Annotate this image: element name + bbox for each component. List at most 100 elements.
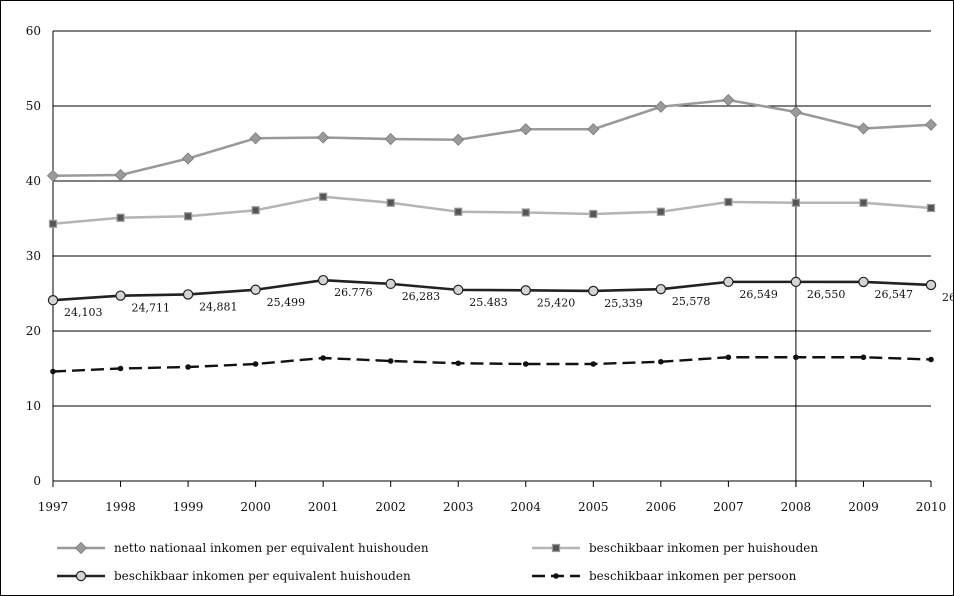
series-3 [47,274,937,306]
data-label: 25,420 [537,296,576,309]
legend-label: beschikbaar inkomen per persoon [589,569,797,583]
x-tick-label: 2008 [781,500,812,514]
data-point [116,213,125,222]
legend-label: beschikbaar inkomen per equivalent huish… [114,569,411,583]
series-line [52,98,932,178]
data-point [789,105,802,119]
data-point [48,219,58,228]
x-tick-label: 2003 [443,500,474,514]
series-line [52,195,932,226]
data-point [386,198,395,207]
data-point [928,356,934,363]
data-point [252,361,259,367]
legend-swatch-marker [553,573,559,579]
x-tick-label: 2001 [308,500,339,514]
x-tick-label: 2002 [375,500,406,514]
legend-item: netto nationaal inkomen per equivalent h… [57,541,429,555]
data-point [251,206,260,215]
legend-item: beschikbaar inkomen per huishouden [532,541,818,555]
x-tick-label: 2000 [240,500,271,514]
x-tick-label: 1997 [38,500,69,514]
series-line [52,356,932,373]
data-point [185,364,191,370]
data-point [589,209,598,219]
y-tick-label: 20 [26,324,41,338]
data-point [722,93,735,107]
data-point [521,208,530,217]
data-point [587,123,600,136]
y-tick-label: 60 [26,24,41,38]
x-tick-label: 1999 [173,500,204,514]
data-point [925,279,937,291]
data-point [724,197,733,207]
data-point [725,354,732,361]
data-point [655,283,667,295]
y-tick-label: 30 [26,249,41,263]
data-label: 26,547 [874,288,913,301]
data-point [384,132,397,146]
series-line [52,278,932,302]
legend-item: beschikbaar inkomen per equivalent huish… [57,569,411,583]
data-point [588,285,599,297]
data-point [926,203,936,213]
data-point [317,274,329,286]
data-point [317,131,330,144]
data-point [790,276,802,288]
x-tick-label: 2007 [713,500,744,514]
legend-label: beschikbaar inkomen per huishouden [589,541,818,555]
gridlines [53,30,931,407]
y-tick-label: 40 [26,174,41,188]
data-point [50,368,56,375]
data-point [658,358,664,365]
data-label: 24,103 [64,306,103,319]
data-point [114,168,127,182]
data-point [520,285,531,296]
data-point [857,122,870,135]
data-point [656,207,665,216]
data-point [654,100,667,113]
data-point [453,284,464,296]
series-4 [50,354,934,375]
data-point [250,284,261,295]
data-point [47,295,59,306]
x-tick-label: 2006 [646,500,677,514]
series-1 [46,93,938,182]
x-tick-label: 2004 [510,500,541,514]
data-point [454,207,463,216]
legend-swatch-marker [74,541,88,555]
data-point [320,355,326,361]
y-tick-label: 50 [26,99,41,113]
axes [52,31,931,487]
data-point [319,192,328,201]
data-point [723,276,734,288]
data-point [859,198,868,207]
x-tick-label: 2009 [848,500,879,514]
data-labels: 24,103 24,711 24,881 25,499 26.776 26,283 25.4… [64,286,954,319]
data-label: 26,283 [402,290,441,303]
data-label: 26,136 [942,291,954,304]
data-label: 25,499 [267,296,306,309]
data-label: 26,549 [739,288,778,301]
data-point [182,289,194,300]
data-point [860,354,867,361]
y-axis-ticks: 0 10 20 30 40 50 60 [26,24,41,488]
data-point [46,169,60,182]
data-point [858,276,869,288]
x-tick-label: 1998 [105,500,136,514]
data-point [117,365,124,372]
data-label: 25,578 [672,295,711,308]
data-label: 25,339 [604,297,643,310]
data-label: 24,711 [132,302,171,315]
data-label: 24,881 [199,300,238,313]
series-2 [48,192,936,228]
y-tick-label: 10 [26,399,41,413]
legend-swatch-marker [75,570,87,582]
data-point [455,360,462,367]
series-layer [46,93,938,375]
legend-label: netto nationaal inkomen per equivalent h… [114,541,429,555]
data-point [249,132,262,145]
data-point [183,212,193,221]
data-point [793,354,799,361]
data-point [924,118,938,131]
